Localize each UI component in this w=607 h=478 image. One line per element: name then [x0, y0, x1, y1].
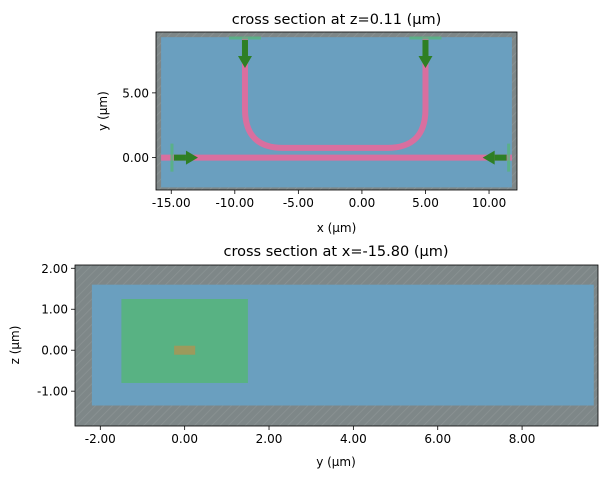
port-arrow-shaft [241, 40, 248, 57]
t-x-tick-label: -5.00 [283, 196, 314, 210]
b-x-tick-label: 6.00 [424, 432, 451, 446]
port-arrow-head [418, 56, 433, 69]
port-arrow-shaft [422, 40, 429, 57]
top-axes-frame [155, 31, 518, 191]
t-x-tick-label: 0.00 [349, 196, 376, 210]
bottom-waveguide-core [174, 345, 196, 355]
plot-top: cross section at z=0.11 (μm) -15.00 -10.0… [96, 12, 518, 235]
port-arrow-head [482, 150, 495, 165]
bottom-y-ticks: -1.00 0.00 1.00 2.00 [37, 262, 75, 399]
bottom-title: cross section at x=-15.80 (μm) [224, 244, 449, 260]
port-arrow-head [237, 56, 252, 69]
top-simulation-domain [161, 37, 512, 188]
t-x-tick-label: 10.00 [472, 196, 506, 210]
top-x-axis-label: x (μm) [317, 221, 357, 235]
t-y-tick-label: 0.00 [122, 151, 149, 165]
b-y-tick-label: -1.00 [37, 385, 68, 399]
port-arrow-shaft [494, 154, 507, 161]
port-arrow [170, 143, 198, 172]
top-y-ticks: 0.00 5.00 [122, 86, 156, 165]
top-u-bend-waveguide [241, 37, 429, 151]
bottom-x-ticks: -2.00 0.00 2.00 4.00 6.00 8.00 [85, 426, 536, 446]
top-x-ticks: -15.00 -10.00 -5.00 0.00 5.00 10.00 [152, 190, 506, 210]
b-x-tick-label: 2.00 [256, 432, 283, 446]
b-y-tick-label: 2.00 [41, 262, 68, 276]
port-arrow [482, 143, 511, 172]
b-x-tick-label: 4.00 [340, 432, 367, 446]
b-y-tick-label: 0.00 [41, 344, 68, 358]
t-y-tick-label: 5.00 [122, 86, 149, 100]
b-y-tick-label: 1.00 [41, 303, 68, 317]
t-x-tick-label: 5.00 [412, 196, 439, 210]
port-arrow [228, 36, 261, 69]
t-x-tick-label: -10.00 [215, 196, 254, 210]
port-arrow-head [185, 150, 198, 165]
bottom-mode-source [121, 299, 248, 383]
t-x-tick-label: -15.00 [152, 196, 191, 210]
port-arrow [409, 36, 442, 69]
top-y-axis-label: y (μm) [96, 91, 110, 131]
port-arrow-shaft [173, 154, 186, 161]
top-title: cross section at z=0.11 (μm) [232, 12, 442, 28]
plot-bottom: cross section at x=-15.80 (μm) -2.00 0.00… [8, 244, 599, 469]
bottom-x-axis-label: y (μm) [316, 455, 356, 469]
bottom-axes-frame [74, 264, 599, 427]
bottom-y-axis-label: z (μm) [8, 326, 22, 365]
b-x-tick-label: 8.00 [509, 432, 536, 446]
top-ports [170, 36, 511, 172]
b-x-tick-label: -2.00 [85, 432, 116, 446]
b-x-tick-label: 0.00 [171, 432, 198, 446]
